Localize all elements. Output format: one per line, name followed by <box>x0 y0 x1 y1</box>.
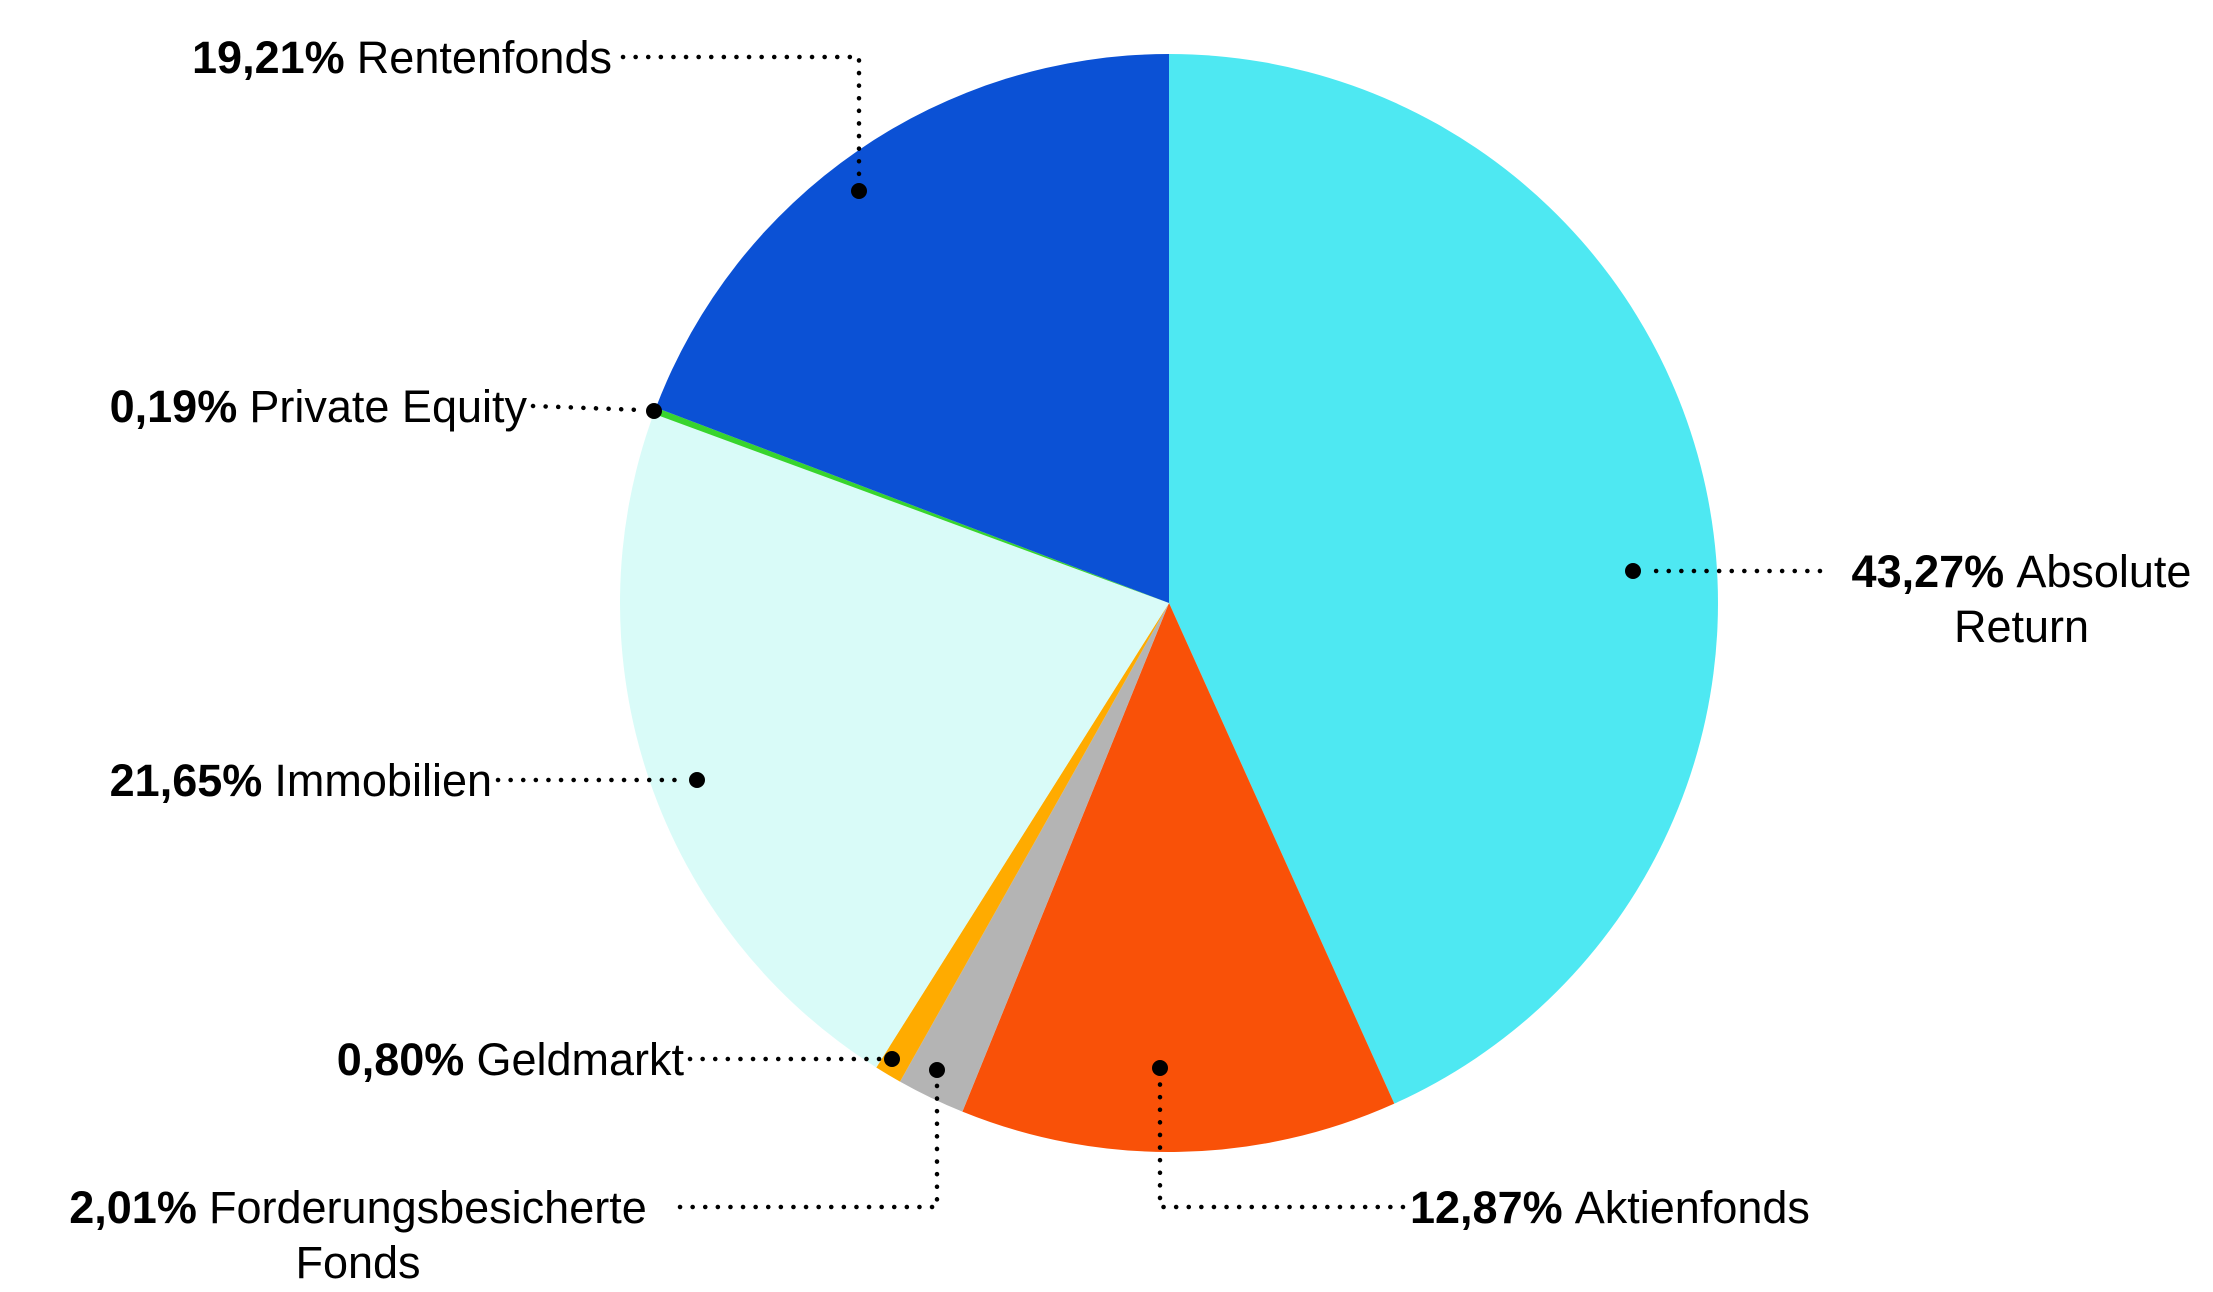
label-private-equity: 0,19% Private Equity <box>110 379 527 434</box>
label-absolute-return: 43,27% Absolute Return <box>1830 544 2213 654</box>
leader-forderungsbesicherte-fonds <box>677 1078 940 1210</box>
label-private-equity-name: Private Equity <box>249 381 527 432</box>
label-private-equity-value: 0,19% <box>109 381 238 432</box>
leader-dot-geldmarkt <box>884 1051 900 1067</box>
pie-slice-geldmarkt <box>876 603 1169 1082</box>
leader-lines <box>495 54 1823 1210</box>
pie-slice-private-equity <box>653 407 1169 603</box>
label-forderungsbesicherte-fonds: 2,01% Forderungsbesicherte Fonds <box>36 1180 680 1290</box>
label-aktienfonds-value: 12,87% <box>1410 1182 1563 1233</box>
label-rentenfonds-value: 19,21% <box>192 32 345 83</box>
pie-slice-aktienfonds <box>962 603 1395 1152</box>
label-absolute-return-name: Absolute Return <box>1953 546 2192 652</box>
leader-dots <box>646 183 1641 1078</box>
leader-dot-absolute-return <box>1625 563 1641 579</box>
label-absolute-return-value: 43,27% <box>1851 546 2005 597</box>
label-forderungsbesicherte-fonds-value: 2,01% <box>69 1182 197 1233</box>
label-aktienfonds: 12,87% Aktienfonds <box>1410 1180 1810 1235</box>
leader-dot-aktienfonds <box>1152 1060 1168 1076</box>
label-immobilien: 21,65% Immobilien <box>110 753 492 808</box>
pie-slices <box>620 54 1718 1152</box>
label-immobilien-name: Immobilien <box>274 755 492 806</box>
label-geldmarkt: 0,80% Geldmarkt <box>337 1032 684 1087</box>
leader-private-equity <box>530 403 645 413</box>
pie-slice-absolute-return <box>1169 54 1718 1104</box>
leader-rentenfonds <box>620 54 862 185</box>
label-rentenfonds: 19,21% Rentenfonds <box>192 30 612 85</box>
leader-aktienfonds <box>1157 1076 1406 1210</box>
label-geldmarkt-name: Geldmarkt <box>476 1034 684 1085</box>
pie-slice-immobilien <box>620 413 1169 1068</box>
leader-dot-immobilien <box>689 772 705 788</box>
leader-dot-forderungsbesicherte-fonds <box>929 1062 945 1078</box>
leader-dot-private-equity <box>646 403 662 419</box>
pie-slice-forderungsbesicherte-fonds <box>899 603 1169 1112</box>
pie-slice-rentenfonds <box>655 54 1169 603</box>
label-aktienfonds-name: Aktienfonds <box>1574 1182 1810 1233</box>
label-geldmarkt-value: 0,80% <box>336 1034 465 1085</box>
label-rentenfonds-name: Rentenfonds <box>356 32 612 83</box>
leader-dot-rentenfonds <box>851 183 867 199</box>
label-immobilien-value: 21,65% <box>109 755 263 806</box>
label-forderungsbesicherte-fonds-name: Forderungsbesicherte Fonds <box>209 1182 647 1288</box>
